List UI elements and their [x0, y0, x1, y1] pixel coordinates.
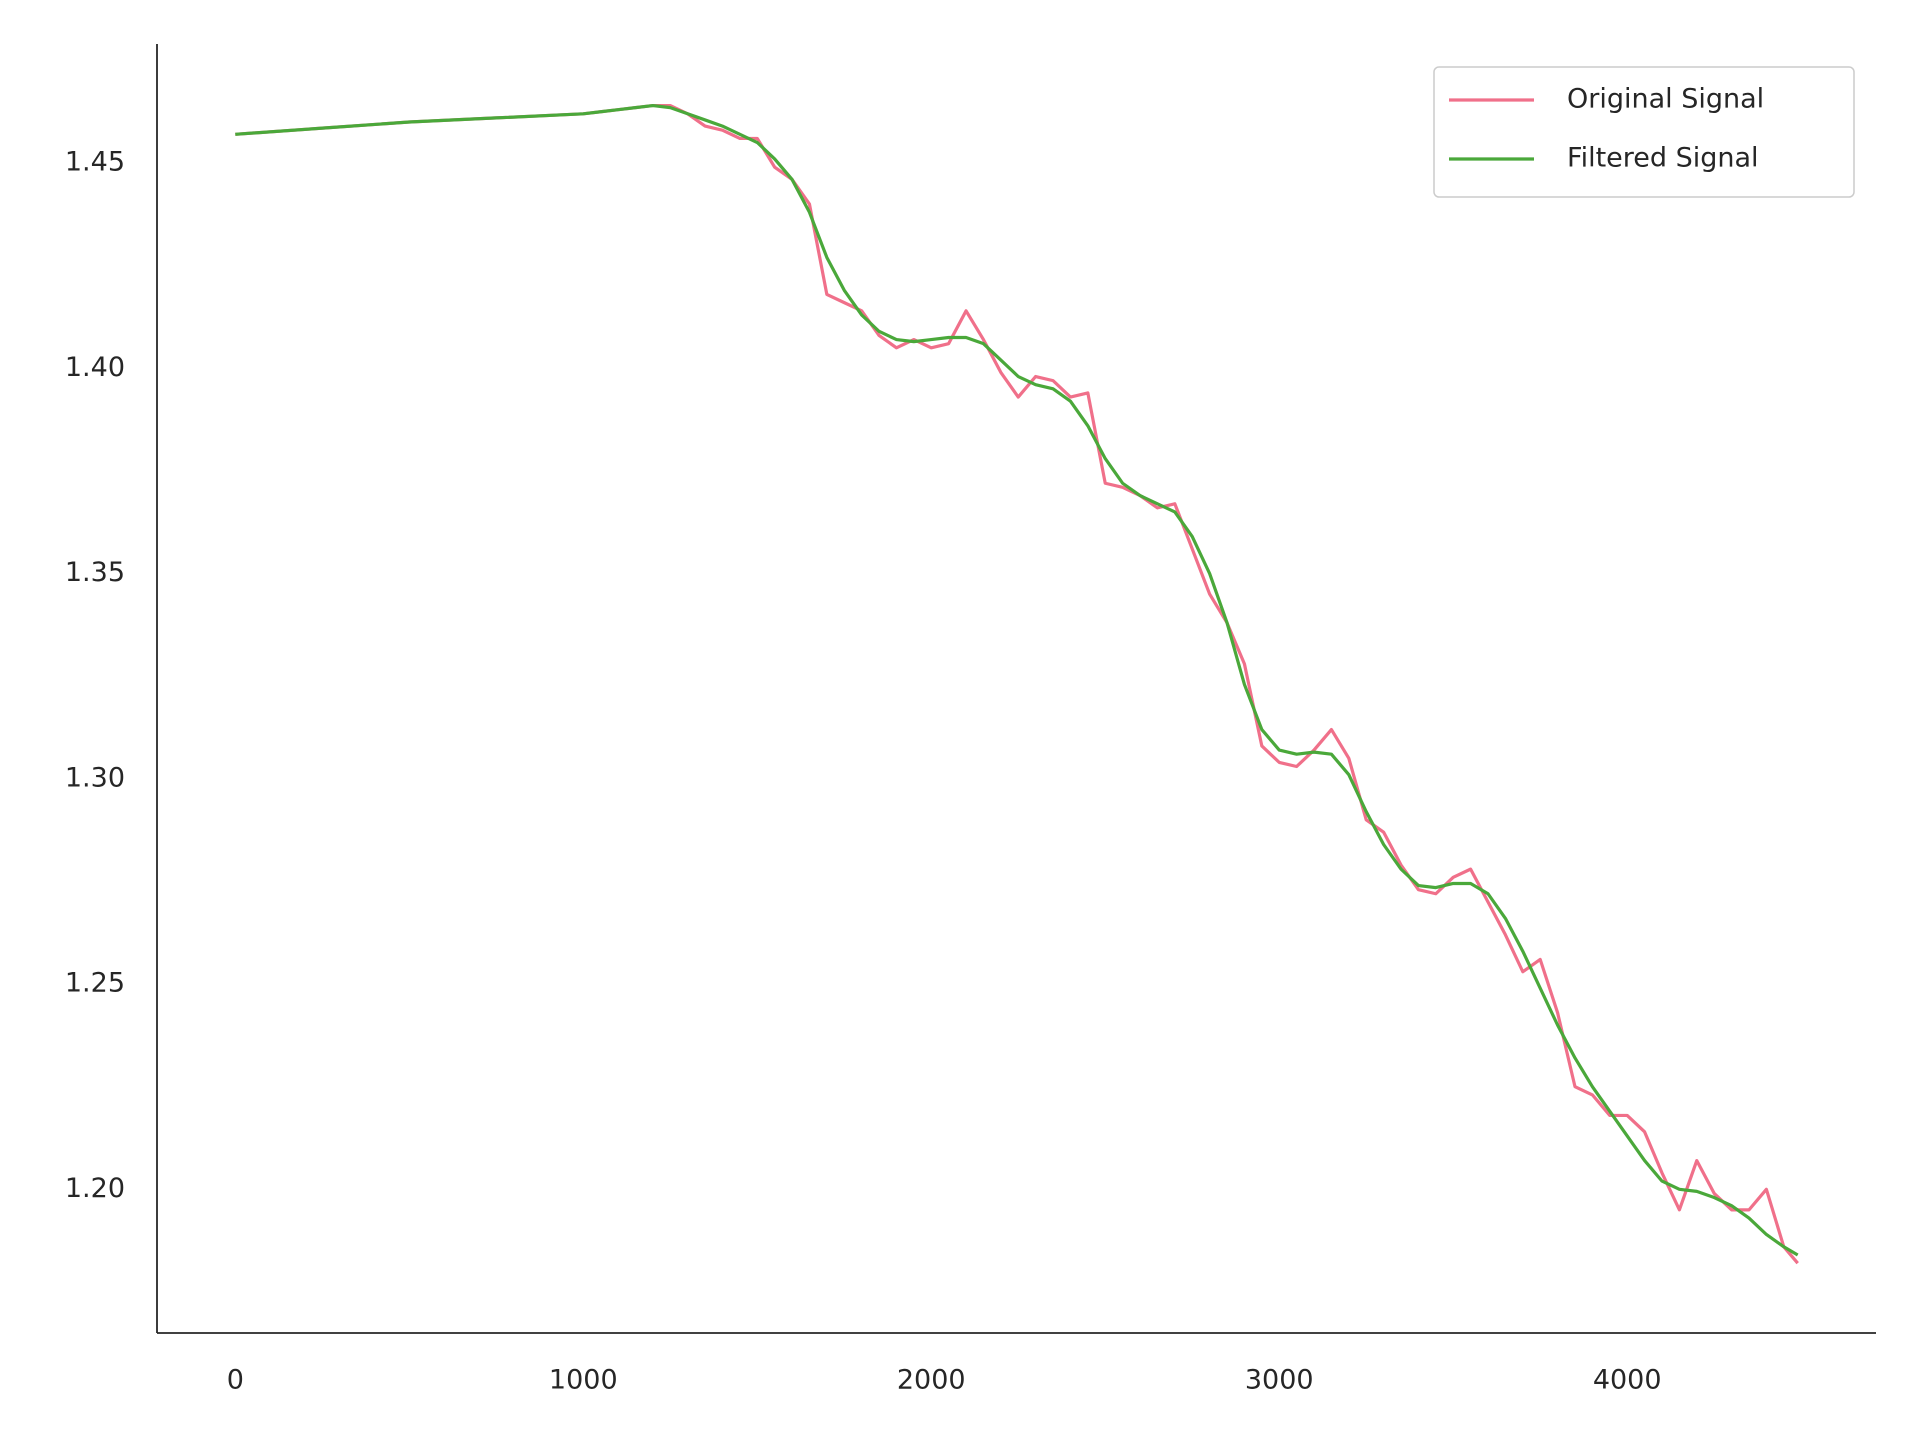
x-tick-label: 1000: [549, 1365, 618, 1396]
series-line: [235, 103, 1799, 1265]
y-tick-label: 1.20: [65, 1173, 125, 1204]
legend: Original Signal Filtered Signal: [1433, 66, 1855, 198]
x-tick-label: 4000: [1593, 1365, 1662, 1396]
x-tick-label: 3000: [1245, 1365, 1314, 1396]
y-tick-label: 1.45: [65, 147, 125, 178]
legend-box: [1433, 66, 1855, 198]
legend-label: Filtered Signal: [1567, 143, 1759, 174]
plot-area: [235, 103, 1799, 1265]
y-tick-label: 1.30: [65, 762, 125, 793]
y-tick-label: 1.35: [65, 557, 125, 588]
x-tick-label: 0: [227, 1365, 244, 1396]
x-tick-label: 2000: [897, 1365, 966, 1396]
y-tick-label: 1.25: [65, 968, 125, 999]
series-line: [235, 103, 1799, 1257]
y-tick-label: 1.40: [65, 352, 125, 383]
legend-label: Original Signal: [1567, 84, 1764, 115]
